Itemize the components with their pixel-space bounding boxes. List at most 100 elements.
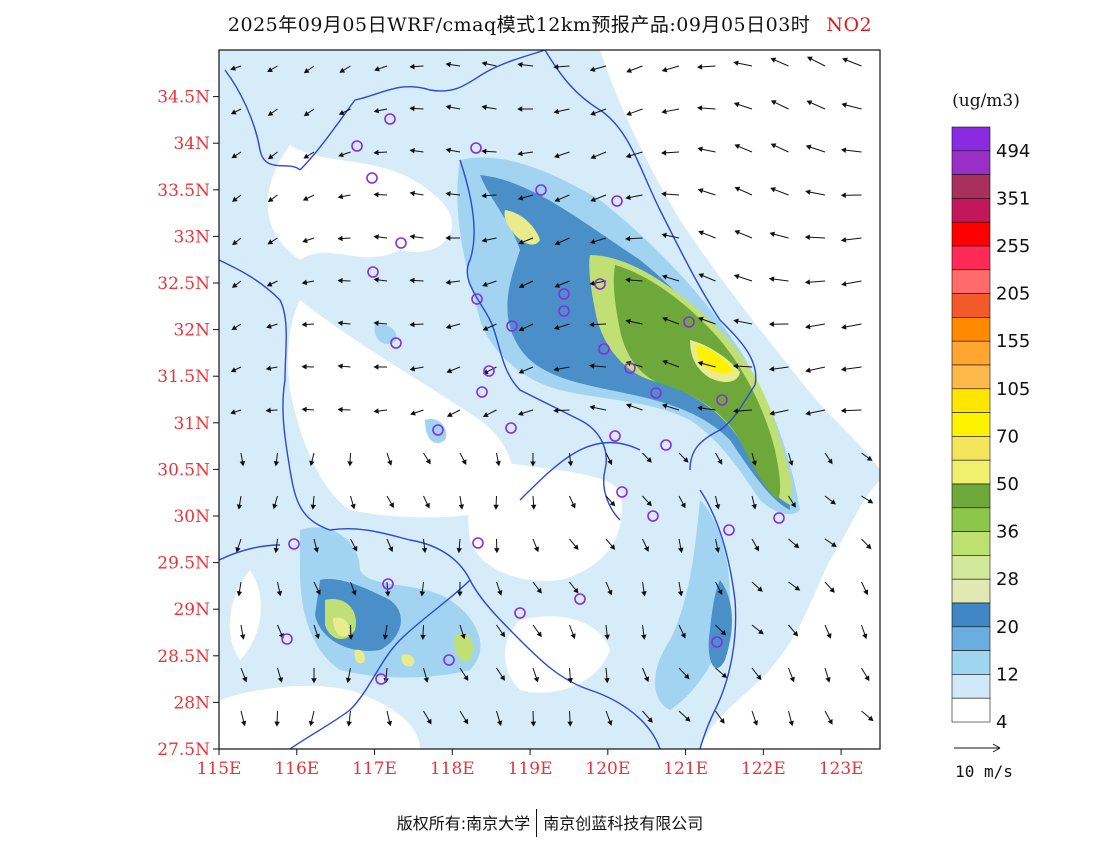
wind-arrow-head [481,148,487,155]
wind-arrow-head [337,320,343,326]
wind-arrow-head [373,149,379,156]
pollutant-label: NO2 [826,14,873,36]
wind-arrow-head [273,461,280,467]
wind-arrow-head [553,366,559,372]
wind-arrow-head [607,589,613,596]
legend-swatch [951,245,991,271]
wind-arrow-head [733,101,740,108]
legend-value: 28 [996,569,1019,590]
company-text: 南京创蓝科技有限公司 [543,814,704,833]
wind-arrow-head [790,502,796,508]
wind-arrow-shaft [789,754,796,767]
wind-arrow-head [840,147,847,153]
wind-arrow-head [494,548,500,554]
station-marker [514,607,526,619]
station-marker [384,113,396,125]
wind-arrow-head [661,66,668,73]
wind-arrow-head [682,457,689,463]
wind-arrow-head [481,192,487,199]
station-marker [366,172,378,184]
wind-arrow-head [409,148,415,154]
wind-arrow-head [714,503,721,510]
wind-arrow-head [827,719,833,725]
wind-arrow-head [345,677,352,684]
wind-arrow-head [697,360,704,367]
wind-arrow-head [649,761,653,765]
wind-arrow-head [662,359,668,366]
forecast-map: 34.5N 34N 33.5N 33N 32.5N 32N 31.5N 31N 30.5N 30N… [157,49,1030,781]
wind-arrow-head [719,718,725,724]
footer: 版权所有:南京大学 南京创蓝科技有限公司 [0,808,1100,839]
legend-value: 255 [996,236,1030,257]
wind-arrow-head [302,237,308,243]
station-marker [470,142,482,154]
wind-arrow-head [265,407,271,414]
footer-separator [536,808,538,837]
wind-arrow-head [463,675,469,681]
legend-swatch [951,364,991,390]
wind-arrow-head [495,460,501,467]
station-marker [432,424,444,436]
wind-arrow-head [589,280,595,286]
wind-arrow-head [339,67,346,73]
wind-arrow-head [793,542,800,549]
lat-label: 31.5N [157,367,210,387]
wind-arrow-head [499,631,506,638]
wind-arrow-head [604,634,610,640]
legend-swatch [951,674,991,699]
map-title: 2025年09月05日WRF/cmaq模式12km预报产品:09月05日03时 N… [0,10,1100,37]
station-marker [711,636,723,648]
legend-value: 12 [996,664,1019,685]
wind-arrow-head [302,195,309,201]
station-marker [611,195,623,207]
wind-arrow-head [680,632,686,639]
wind-arrow-head [732,363,739,369]
wind-arrow-head [536,631,542,638]
legend-value: 351 [996,188,1030,209]
wind-arrow-head [662,316,668,323]
station-marker [773,512,785,524]
legend-swatch [951,126,991,152]
station-marker [574,593,586,605]
legend-swatch [951,293,991,318]
wind-arrow-head [536,587,542,594]
wind-arrow-head [626,67,632,73]
wind-arrow-head [301,321,307,328]
wind-arrow-head [266,323,272,329]
wind-arrow-head [314,633,320,640]
wind-arrow-head [805,323,811,330]
wind-arrow-shaft [643,754,654,765]
wind-arrow-head [351,589,357,596]
wind-arrow-head [457,591,463,597]
wind-arrow-shaft [570,754,575,768]
wind-arrow-head [769,366,775,372]
wind-arrow-head [789,676,795,683]
wind-arrow-head [607,459,613,466]
wind-arrow-head [733,318,739,324]
wind-arrow-head [769,410,775,416]
legend-swatch [951,650,991,675]
wind-arrow-head [805,367,811,373]
wind-arrow-head [794,585,801,591]
station-marker [558,288,570,300]
wind-arrow-head [230,65,236,71]
legend-value: 20 [996,617,1019,638]
wind-arrow-head [697,405,703,411]
lat-label: 28N [173,693,210,713]
wind-arrow-head [409,63,415,70]
wind-arrow-head [831,541,837,548]
wind-arrow-head [267,67,273,73]
wind-arrow-head [553,108,560,115]
wind-arrow-head [757,586,763,592]
wind-arrow-head [589,321,595,328]
wind-arrow-head [425,458,431,465]
wind-arrow-head [346,721,352,727]
wind-arrow-head [310,504,316,510]
lon-label: 120E [585,759,630,779]
wind-arrow-head [573,544,579,550]
wind-arrow-head [840,366,847,372]
legend-value: 70 [996,426,1019,447]
wind-arrow-head [301,279,308,286]
wind-arrow-head [461,459,467,465]
wind-arrow-head [553,324,560,331]
